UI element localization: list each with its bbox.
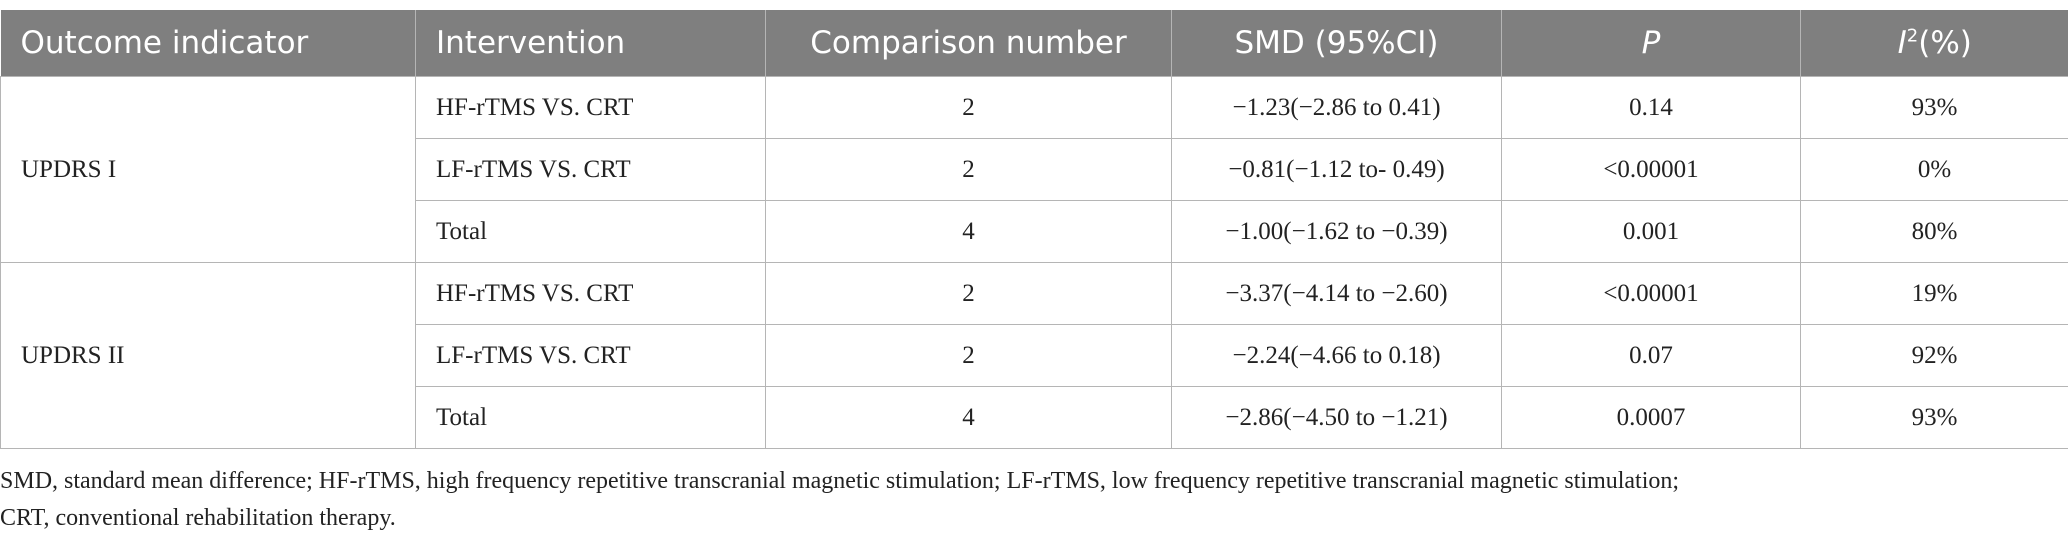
header-unit: (%)	[1918, 25, 1972, 61]
cell: HF-rTMS VS. CRT	[415, 76, 766, 139]
cell: −2.86(−4.50 to −1.21)	[1171, 386, 1502, 449]
footnote-line: CRT, conventional rehabilitation therapy…	[0, 505, 396, 531]
column-header: Comparison number	[765, 10, 1172, 77]
column-header: P	[1501, 10, 1801, 77]
cell: LF-rTMS VS. CRT	[415, 324, 766, 387]
cell: Total	[415, 386, 766, 449]
cell: 4	[765, 386, 1172, 449]
table-body: UPDRS I HF-rTMS VS. CRT 2 −1.23(−2.86 to 0.…	[0, 76, 2068, 449]
table-row: Total 4 −1.00(−1.62 to −0.39) 0.001 80%	[1, 200, 2068, 263]
column-header: Intervention	[415, 10, 766, 77]
table-row: Total 4 −2.86(−4.50 to −1.21) 0.0007 93%	[1, 386, 2068, 449]
cell: −0.81(−1.12 to- 0.49)	[1171, 138, 1502, 201]
cell: 80%	[1800, 200, 2068, 263]
table-row: UPDRS II HF-rTMS VS. CRT 2 −3.37(−4.14 to −…	[0, 262, 2068, 449]
cell: 0.001	[1501, 200, 1801, 263]
cell: Total	[415, 200, 766, 263]
cell: 93%	[1800, 76, 2068, 139]
footnote-line: SMD, standard mean difference; HF-rTMS, …	[0, 468, 1680, 494]
cell: 2	[765, 324, 1172, 387]
header-sup: 2	[1906, 25, 1919, 47]
column-header: Outcome indicator	[0, 10, 416, 77]
cell: 0.14	[1501, 76, 1801, 139]
cell: 0.07	[1501, 324, 1801, 387]
table-row: LF-rTMS VS. CRT 2 −2.24(−4.66 to 0.18) 0.07…	[1, 324, 2068, 387]
cell: 19%	[1800, 262, 2068, 325]
cell: 2	[765, 262, 1172, 325]
column-header: SMD (95%CI)	[1171, 10, 1502, 77]
header-row: Outcome indicator Intervention Comparison …	[0, 10, 2068, 77]
cell: −2.24(−4.66 to 0.18)	[1171, 324, 1502, 387]
cell: 0%	[1800, 138, 2068, 201]
footnote: SMD, standard mean difference; HF-rTMS, …	[0, 463, 2068, 537]
cell: 92%	[1800, 324, 2068, 387]
outcome-cell: UPDRS II	[0, 262, 416, 449]
table-row: LF-rTMS VS. CRT 2 −0.81(−1.12 to- 0.49) <0.…	[1, 138, 2068, 201]
outcome-cell: UPDRS I	[0, 76, 416, 263]
header-base: I	[1897, 25, 1907, 61]
cell: 0.0007	[1501, 386, 1801, 449]
page: Outcome indicator Intervention Comparison …	[0, 10, 2068, 543]
cell: 93%	[1800, 386, 2068, 449]
cell: −3.37(−4.14 to −2.60)	[1171, 262, 1502, 325]
cell: LF-rTMS VS. CRT	[415, 138, 766, 201]
table-row: UPDRS I HF-rTMS VS. CRT 2 −1.23(−2.86 to 0.…	[0, 76, 2068, 263]
cell: <0.00001	[1501, 262, 1801, 325]
cell: <0.00001	[1501, 138, 1801, 201]
cell: HF-rTMS VS. CRT	[415, 262, 766, 325]
cell: 2	[765, 138, 1172, 201]
results-table: Outcome indicator Intervention Comparison …	[0, 10, 2068, 449]
cell: 4	[765, 200, 1172, 263]
cell: 2	[765, 76, 1172, 139]
column-header: I2(%)	[1800, 10, 2068, 77]
cell: −1.00(−1.62 to −0.39)	[1171, 200, 1502, 263]
cell: −1.23(−2.86 to 0.41)	[1171, 76, 1502, 139]
